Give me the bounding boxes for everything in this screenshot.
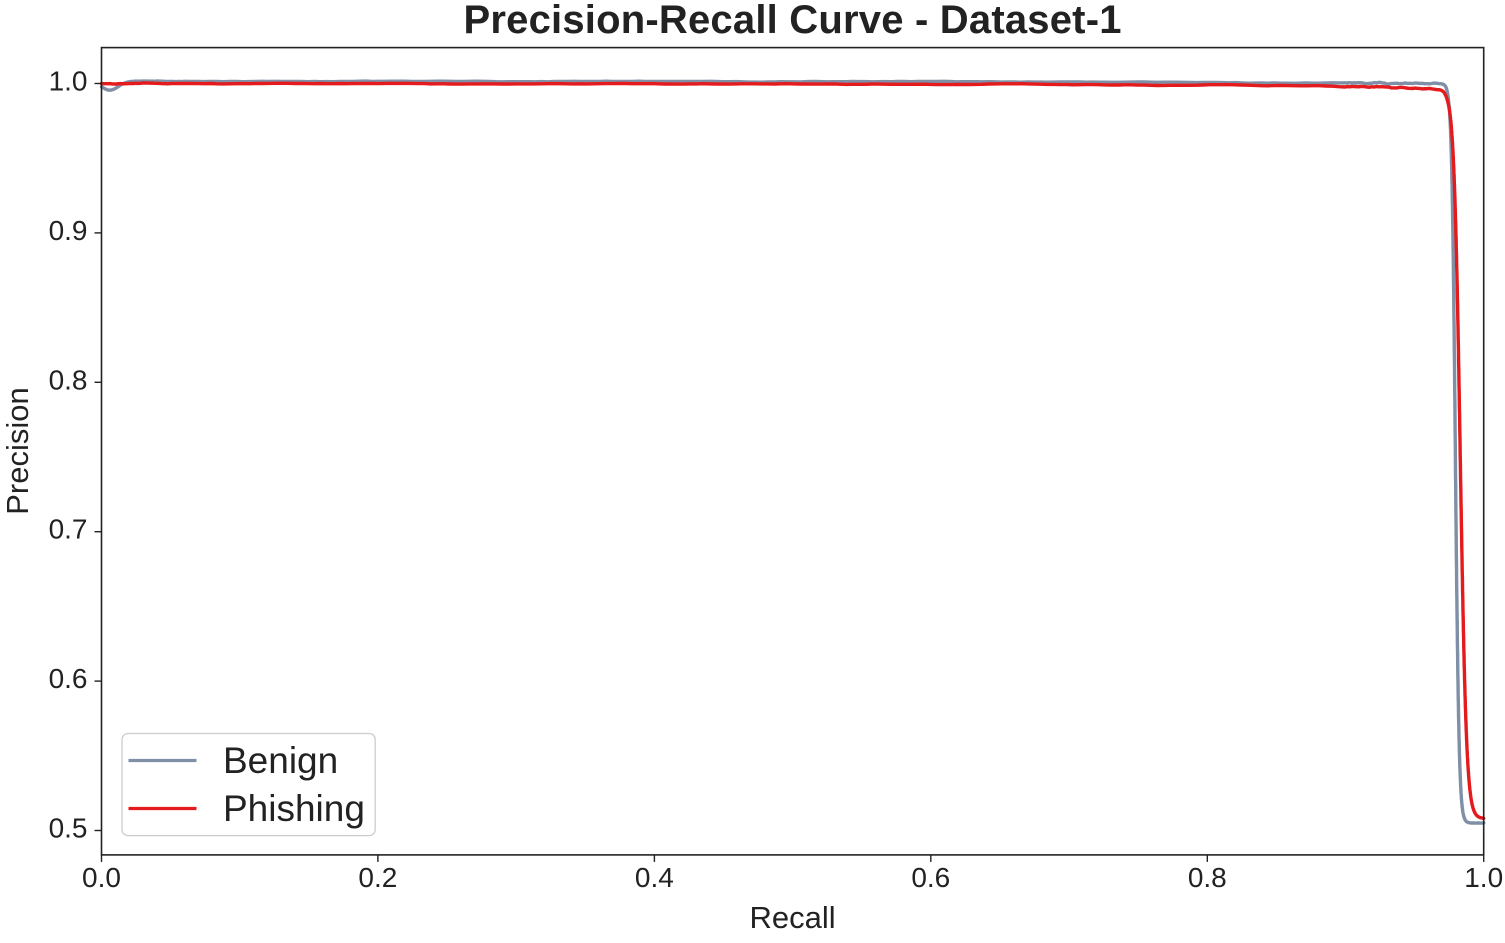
svg-text:0.0: 0.0 xyxy=(82,862,121,893)
svg-text:0.9: 0.9 xyxy=(49,215,88,246)
svg-text:0.5: 0.5 xyxy=(49,813,88,844)
svg-text:1.0: 1.0 xyxy=(1464,862,1503,893)
svg-text:Benign: Benign xyxy=(223,740,338,781)
svg-text:0.6: 0.6 xyxy=(911,862,950,893)
svg-text:0.8: 0.8 xyxy=(49,364,88,395)
svg-text:0.6: 0.6 xyxy=(49,663,88,694)
svg-text:Phishing: Phishing xyxy=(223,788,365,829)
svg-text:0.2: 0.2 xyxy=(358,862,397,893)
svg-text:1.0: 1.0 xyxy=(49,66,88,97)
svg-text:0.4: 0.4 xyxy=(635,862,674,893)
svg-text:0.7: 0.7 xyxy=(49,514,88,545)
svg-text:0.8: 0.8 xyxy=(1188,862,1227,893)
